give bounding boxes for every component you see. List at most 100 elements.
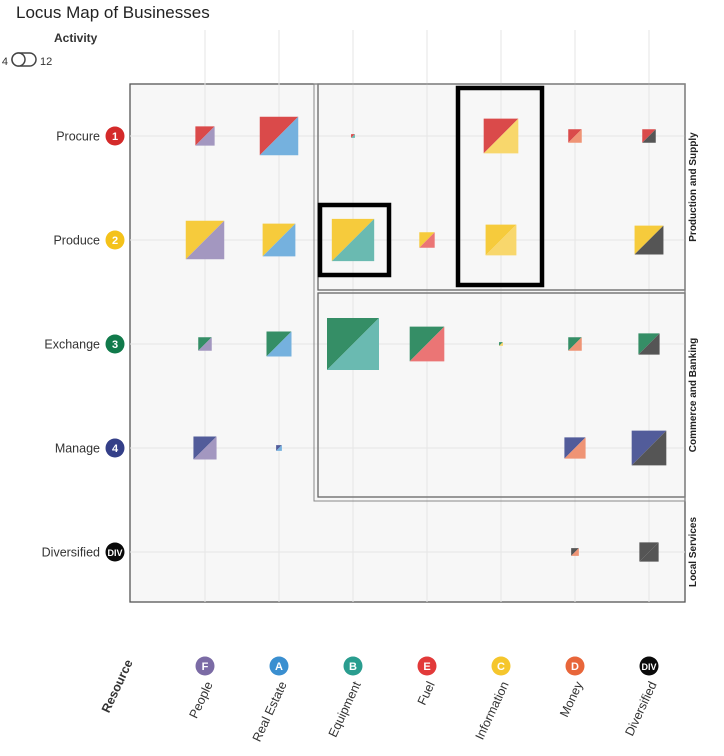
data-point-DIV-D[interactable] (571, 548, 579, 556)
y-axis: Procure 1 Produce 2 Exchange 3 Manage 4 Diversif… (42, 126, 125, 562)
x-badge-circle (269, 656, 289, 676)
mark-column-half (276, 445, 282, 451)
mark-column-half (642, 129, 656, 143)
y-badge-circle (105, 438, 125, 458)
mark-column-half (564, 437, 586, 459)
mark-column-half (568, 337, 582, 351)
data-point-1-F[interactable] (195, 126, 215, 146)
x-badge-text: A (275, 661, 283, 673)
y-badge-circle (105, 542, 125, 562)
mark-column-half (195, 126, 215, 146)
mark-column-half (499, 342, 503, 346)
mark-column-half (266, 331, 292, 357)
y-badge-circle (105, 230, 125, 250)
x-axis-label-F: F People (187, 656, 216, 721)
x-badge-circle (417, 656, 437, 676)
y-badge-circle (105, 334, 125, 354)
data-point-1-C[interactable] (483, 118, 519, 154)
data-point-4-F[interactable] (193, 436, 217, 460)
plot-panel (129, 83, 686, 603)
x-tick-label: Real Estate (250, 679, 290, 744)
x-tick-label: Money (557, 679, 586, 720)
x-axis-label-B: B Equipment (326, 656, 364, 740)
marks (185, 116, 667, 562)
chart-title: Locus Map of Businesses (16, 3, 210, 22)
mark-column-half (634, 225, 664, 255)
y-badge-text: 1 (112, 131, 118, 143)
x-tick-label: Information (473, 679, 512, 742)
data-point-2-DIV[interactable] (634, 225, 664, 255)
data-point-2-A[interactable] (262, 223, 296, 257)
mark-column-half (571, 548, 579, 556)
x-badge-text: F (202, 661, 209, 673)
mark-column-half (483, 118, 519, 154)
y-badge-text: DIV (107, 548, 122, 558)
mark-column-half (259, 116, 299, 156)
data-point-1-B[interactable] (351, 134, 355, 138)
x-badge-circle (491, 656, 511, 676)
x-badge-circle (565, 656, 585, 676)
mark-column-half (639, 542, 659, 562)
data-point-1-A[interactable] (259, 116, 299, 156)
data-point-1-DIV[interactable] (642, 129, 656, 143)
data-point-2-B[interactable] (331, 218, 375, 262)
data-point-3-DIV[interactable] (638, 333, 660, 355)
mark-column-half (331, 218, 375, 262)
x-badge-text: D (571, 661, 579, 673)
highlight-box (317, 202, 392, 278)
x-tick-label: Equipment (326, 679, 364, 740)
data-point-1-D[interactable] (568, 129, 582, 143)
data-point-4-DIV[interactable] (631, 430, 667, 466)
mark-column-half (485, 224, 517, 256)
data-point-2-F[interactable] (185, 220, 225, 260)
y-badge-text: 3 (112, 339, 118, 351)
data-point-3-C[interactable] (499, 342, 503, 346)
data-point-2-E[interactable] (419, 232, 435, 248)
activity-toggle[interactable]: Activity 4 12 (2, 31, 98, 68)
x-axis-label-C: C Information (473, 656, 512, 742)
group-label: Commerce and Banking (688, 338, 699, 452)
data-point-DIV-DIV[interactable] (639, 542, 659, 562)
y-axis-label-DIV: Diversified DIV (42, 542, 125, 562)
group-label: Local Services (688, 517, 699, 587)
data-point-4-D[interactable] (564, 437, 586, 459)
highlight-boxes (317, 85, 545, 288)
y-tick-label: Procure (56, 130, 100, 144)
y-badge-text: 4 (112, 443, 119, 455)
data-point-2-C[interactable] (485, 224, 517, 256)
y-axis-label-1: Procure 1 (56, 126, 125, 146)
x-axis-label-A: A Real Estate (250, 656, 290, 744)
activity-toggle-knob[interactable] (11, 52, 26, 67)
mark-column-half (638, 333, 660, 355)
x-tick-label: Fuel (415, 679, 438, 707)
data-point-3-B[interactable] (327, 318, 379, 370)
mark-row-half (331, 218, 375, 262)
data-point-3-F[interactable] (198, 337, 212, 351)
mark-column-half (193, 436, 217, 460)
data-point-3-A[interactable] (266, 331, 292, 357)
y-tick-label: Diversified (42, 546, 100, 560)
mark-column-half (327, 318, 379, 370)
group-boxes (313, 83, 686, 502)
data-point-4-A[interactable] (276, 445, 282, 451)
x-axis-title: Resource (99, 657, 136, 715)
x-badge-text: B (349, 661, 357, 673)
x-badge-circle (639, 656, 659, 676)
x-badge-text: DIV (641, 662, 656, 672)
mark-column-half (631, 430, 667, 466)
y-tick-label: Produce (53, 234, 100, 248)
data-point-3-E[interactable] (409, 326, 445, 362)
mark-column-half (185, 220, 225, 260)
group-label: Production and Supply (688, 132, 699, 242)
x-badge-text: E (423, 661, 430, 673)
data-point-3-D[interactable] (568, 337, 582, 351)
x-tick-label: Diversified (622, 679, 659, 738)
mark-column-half (568, 129, 582, 143)
group-box-outer (313, 83, 686, 502)
x-axis-label-E: E Fuel (415, 656, 438, 707)
x-badge-text: C (497, 661, 505, 673)
x-badge-circle (195, 656, 215, 676)
mark-column-half (262, 223, 296, 257)
y-tick-label: Manage (55, 442, 100, 456)
